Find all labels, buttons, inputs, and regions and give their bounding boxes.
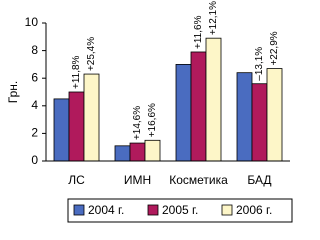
legend-label: 2006 г. bbox=[236, 203, 272, 217]
bar bbox=[205, 37, 222, 162]
bar bbox=[114, 145, 131, 162]
y-tick-label: 8 bbox=[31, 43, 38, 57]
x-tick-label: ЛС bbox=[68, 173, 85, 187]
bar bbox=[251, 83, 268, 162]
chart: Грн. 0 2 4 6 8 10 ЛС +11,8% +25,4% ИМН +14,6% +16,6… bbox=[6, 1, 293, 223]
legend-label: 2005 г. bbox=[162, 203, 198, 217]
bar bbox=[68, 91, 85, 162]
y-tick-label: 0 bbox=[31, 153, 38, 167]
change-label: +11,6% bbox=[193, 15, 204, 49]
bar bbox=[236, 72, 253, 162]
legend-swatch bbox=[147, 204, 159, 216]
bar bbox=[53, 98, 70, 162]
change-label: +11,8% bbox=[71, 55, 82, 89]
change-label: +25,4% bbox=[86, 37, 97, 71]
change-label: +14,6% bbox=[132, 106, 143, 140]
legend-swatch bbox=[221, 204, 233, 216]
bar bbox=[83, 73, 100, 162]
bar bbox=[129, 142, 146, 162]
legend bbox=[67, 198, 293, 223]
bar bbox=[190, 51, 207, 162]
x-tick-label: Косметика bbox=[169, 173, 228, 187]
bar bbox=[144, 139, 161, 162]
x-tick-label: ИМН bbox=[124, 173, 151, 187]
change-label: –13,1% bbox=[254, 47, 265, 81]
change-label: +12,1% bbox=[208, 1, 219, 35]
y-axis-label: Грн. bbox=[6, 81, 20, 103]
legend-label: 2004 г. bbox=[88, 203, 124, 217]
y-tick-label: 2 bbox=[31, 126, 38, 140]
y-tick-label: 10 bbox=[25, 15, 39, 29]
y-tick-label: 4 bbox=[31, 98, 38, 112]
legend-swatch bbox=[73, 204, 85, 216]
change-label: +22,9% bbox=[269, 31, 280, 65]
bar bbox=[266, 68, 283, 162]
bar bbox=[175, 64, 192, 162]
y-tick-label: 6 bbox=[31, 70, 38, 84]
change-label: +16,6% bbox=[147, 103, 158, 137]
x-tick-label: БАД bbox=[247, 173, 271, 187]
